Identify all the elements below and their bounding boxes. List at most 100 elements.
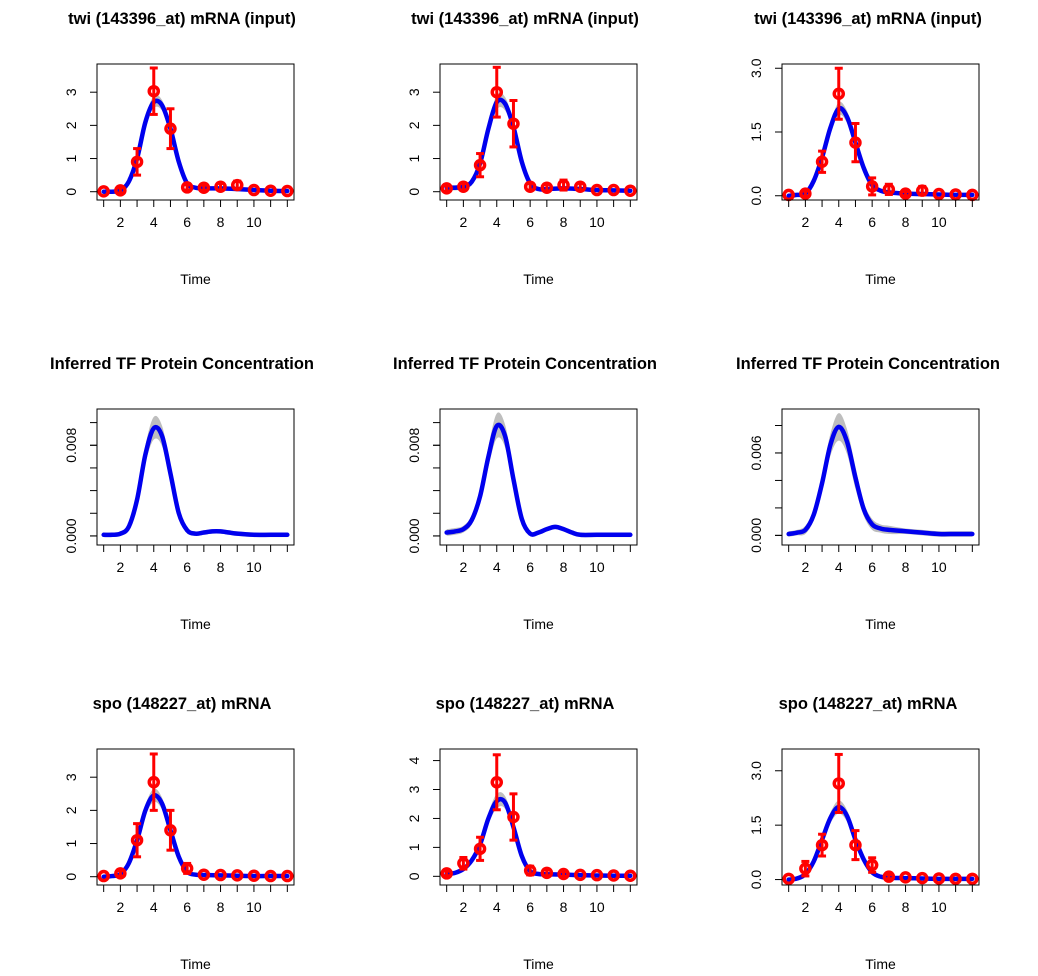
data-point xyxy=(97,185,110,198)
data-point xyxy=(573,180,587,193)
x-axis-label: Time xyxy=(865,616,896,632)
panel-title: spo (148227_at) mRNA xyxy=(779,695,958,713)
x-tick-label: 10 xyxy=(246,214,262,230)
fit-line xyxy=(444,796,633,879)
data-point xyxy=(457,857,470,870)
y-tick-label: 3.0 xyxy=(748,58,764,78)
y-tick-label: 2 xyxy=(63,806,79,814)
data-point xyxy=(799,862,812,875)
data-point xyxy=(899,871,912,884)
panel-8: spo (148227_at) mRNA 2 4 6 8 10 0 1 2 3 4 Time xyxy=(406,695,638,972)
data-point xyxy=(932,872,946,885)
panel-7: spo (148227_at) mRNA 2 4 6 8 10 0 1 2 3 Time xyxy=(63,695,295,972)
plot-box xyxy=(439,408,638,546)
data-point xyxy=(915,871,929,885)
data-point xyxy=(147,84,161,98)
x-tick-label: 2 xyxy=(459,559,467,575)
x-axis-label: Time xyxy=(865,956,896,972)
panel-4: Inferred TF Protein Concentration 2 4 6 8 10 0… xyxy=(50,355,314,632)
y-tick-label: 0.008 xyxy=(406,428,422,463)
data-point xyxy=(147,775,161,789)
data-point xyxy=(590,868,604,882)
data-point xyxy=(799,187,812,200)
data-point xyxy=(197,181,211,194)
x-tick-label: 2 xyxy=(801,214,809,230)
y-tick-label: 3 xyxy=(63,773,79,781)
x-tick-label: 10 xyxy=(931,899,947,915)
data-point xyxy=(966,188,979,202)
data-point xyxy=(815,155,829,168)
panel-title: spo (148227_at) mRNA xyxy=(93,695,272,713)
x-tick-label: 6 xyxy=(183,559,191,575)
x-tick-label: 6 xyxy=(526,214,534,230)
data-point xyxy=(949,188,962,201)
y-tick-label: 0 xyxy=(63,873,79,881)
y-tick-label: 2 xyxy=(406,121,422,129)
x-axis-label: Time xyxy=(180,616,211,632)
y-tick-label: 0.000 xyxy=(406,518,422,553)
data-point xyxy=(507,117,520,130)
data-point xyxy=(782,872,795,886)
data-point xyxy=(180,181,194,194)
x-tick-label: 6 xyxy=(868,899,876,915)
confidence-band xyxy=(788,101,973,198)
x-tick-label: 2 xyxy=(801,559,809,575)
data-point xyxy=(264,184,277,197)
data-point xyxy=(523,864,537,877)
plot-box xyxy=(439,748,638,886)
data-point xyxy=(264,869,277,883)
panel-3: twi (143396_at) mRNA (input) 2 4 6 8 10 0.0 1.5… xyxy=(748,10,982,287)
x-tick-label: 8 xyxy=(217,899,225,915)
plot-box xyxy=(439,63,638,201)
panel-6: Inferred TF Protein Concentration 2 4 6 8 10 0… xyxy=(736,355,1000,632)
x-tick-label: 2 xyxy=(459,899,467,915)
y-tick-label: 0.006 xyxy=(748,435,764,470)
data-point xyxy=(507,810,520,824)
data-point xyxy=(607,869,620,882)
data-point xyxy=(624,869,637,882)
x-tick-label: 6 xyxy=(526,899,534,915)
y-tick-label: 2 xyxy=(63,121,79,129)
fit-line xyxy=(444,422,633,538)
panel-2: twi (143396_at) mRNA (input) 2 4 6 8 10 0 1 2 3 Ti… xyxy=(406,10,639,287)
y-tick-label: 1.5 xyxy=(748,122,764,142)
fit-line xyxy=(786,106,975,198)
x-axis-label: Time xyxy=(180,956,211,972)
y-tick-label: 1.5 xyxy=(748,815,764,835)
x-tick-label: 8 xyxy=(560,214,568,230)
data-point xyxy=(832,87,846,100)
data-point xyxy=(590,183,604,197)
y-tick-label: 0.000 xyxy=(748,518,764,553)
data-point xyxy=(230,178,244,192)
data-point xyxy=(899,187,912,200)
fit-line xyxy=(101,424,290,538)
x-tick-label: 10 xyxy=(246,559,262,575)
data-point xyxy=(815,838,829,852)
y-tick-label: 0.008 xyxy=(63,428,79,463)
panel-title: Inferred TF Protein Concentration xyxy=(393,355,657,373)
fit-line xyxy=(444,97,633,193)
data-point xyxy=(230,869,244,882)
panel-title: twi (143396_at) mRNA (input) xyxy=(68,10,296,28)
y-tick-label: 3.0 xyxy=(748,761,764,781)
y-tick-label: 1 xyxy=(406,154,422,162)
x-tick-label: 2 xyxy=(116,899,124,915)
panel-title: Inferred TF Protein Concentration xyxy=(736,355,1000,373)
data-point xyxy=(966,872,979,886)
data-point xyxy=(281,869,294,883)
data-point xyxy=(865,858,879,872)
data-point xyxy=(114,867,127,880)
data-point xyxy=(164,824,177,837)
data-point xyxy=(540,866,554,880)
x-tick-label: 6 xyxy=(868,214,876,230)
data-point xyxy=(540,181,554,194)
x-tick-label: 2 xyxy=(116,214,124,230)
y-tick-label: 2 xyxy=(406,814,422,822)
panel-9: spo (148227_at) mRNA 2 4 6 8 10 0.0 1.5 3.0 Time xyxy=(748,695,980,972)
x-tick-label: 8 xyxy=(902,214,910,230)
confidence-band xyxy=(788,800,973,881)
data-point xyxy=(214,180,227,193)
y-tick-label: 1 xyxy=(63,839,79,847)
x-tick-label: 8 xyxy=(902,899,910,915)
y-tick-label: 3 xyxy=(63,88,79,96)
